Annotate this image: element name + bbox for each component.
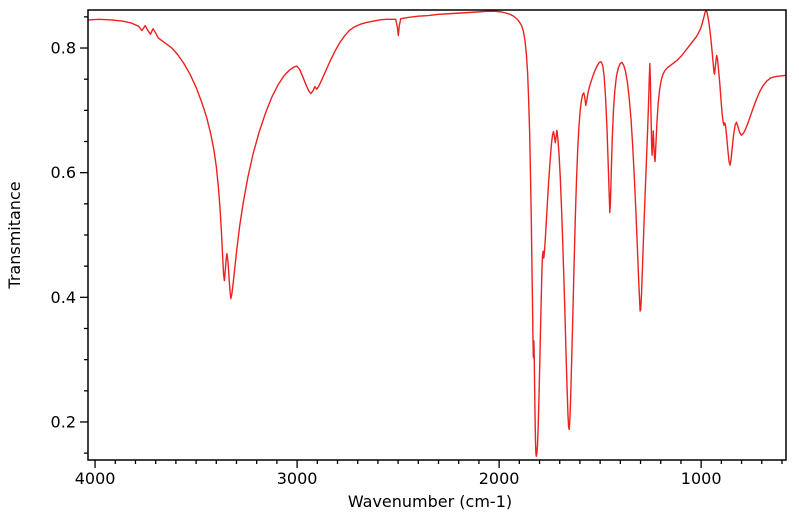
y-tick-label: 0.4 (51, 288, 76, 307)
axis-ticks: 4000 3000 2000 1000 0.2 0.4 0.6 0.8 (51, 16, 783, 488)
y-tick-label: 0.2 (51, 412, 76, 431)
plot-frame (87, 9, 787, 461)
x-tick-label: 2000 (479, 469, 520, 488)
x-tick-label: 4000 (75, 469, 116, 488)
spectrum-line (88, 10, 786, 457)
spectrum-line-group (88, 10, 786, 457)
x-tick-label: 3000 (277, 469, 318, 488)
x-axis-title: Wavenumber (cm-1) (348, 492, 512, 511)
y-axis-title: Transmitance (5, 181, 24, 289)
y-tick-label: 0.6 (51, 163, 76, 182)
x-tick-label: 1000 (681, 469, 722, 488)
y-tick-label: 0.8 (51, 39, 76, 58)
